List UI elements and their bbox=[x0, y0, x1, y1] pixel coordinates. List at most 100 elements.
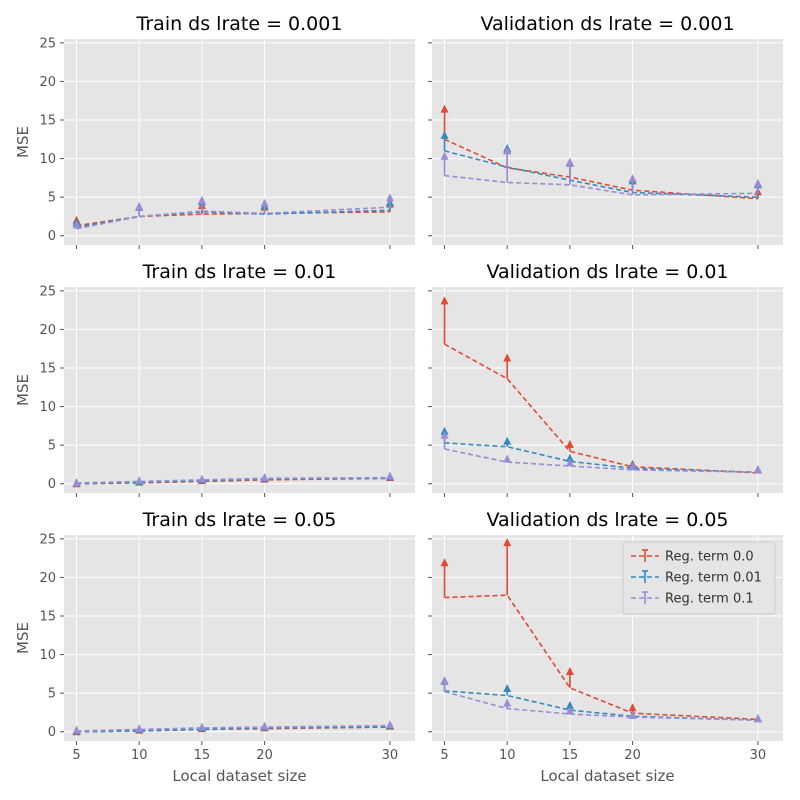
error-bar-cap bbox=[72, 725, 81, 734]
panel-title: Train ds lrate = 0.05 bbox=[142, 509, 337, 531]
series-line bbox=[444, 594, 758, 721]
error-bar-cap bbox=[260, 721, 269, 730]
x-tick-label: 20 bbox=[256, 748, 273, 763]
error-bar-cap bbox=[565, 706, 574, 715]
plot-area bbox=[432, 39, 783, 245]
error-bar-cap bbox=[628, 710, 637, 719]
error-bar-cap bbox=[385, 471, 394, 480]
y-tick-label: 10 bbox=[39, 648, 56, 663]
chart-panel: 5 10 15 20 30 0 5 10 15 20 25 Train ds lrate = 0.05… bbox=[14, 509, 415, 785]
series-line bbox=[76, 206, 390, 230]
y-tick-label: 0 bbox=[48, 229, 56, 244]
y-axis-label: MSE bbox=[14, 374, 32, 406]
error-bar-cap bbox=[503, 353, 512, 362]
x-tick-label: 5 bbox=[72, 748, 80, 763]
y-tick-label: 15 bbox=[39, 610, 56, 625]
chart-panel: 0 5 10 15 20 25 Train ds lrate = 0.01 MSE bbox=[14, 261, 415, 497]
legend-entry-label: Reg. term 0.01 bbox=[665, 571, 762, 586]
error-bar-cap bbox=[440, 104, 449, 113]
series bbox=[440, 677, 762, 723]
y-tick-label: 10 bbox=[39, 152, 56, 167]
error-bar-cap bbox=[260, 198, 269, 207]
y-tick-label: 25 bbox=[39, 36, 56, 51]
error-bar-cap bbox=[565, 700, 574, 709]
error-bar-cap bbox=[503, 698, 512, 707]
error-bar-cap bbox=[197, 722, 206, 731]
series bbox=[72, 471, 394, 487]
y-tick-label: 15 bbox=[39, 114, 56, 129]
plot-area bbox=[64, 535, 415, 741]
error-bar-cap bbox=[565, 439, 574, 448]
panel-title: Validation ds lrate = 0.05 bbox=[486, 509, 728, 531]
y-tick-label: 0 bbox=[48, 725, 56, 740]
y-tick-label: 15 bbox=[39, 362, 56, 377]
error-bar-cap bbox=[385, 720, 394, 729]
y-tick-label: 25 bbox=[39, 532, 56, 547]
series-line bbox=[76, 476, 390, 484]
legend-frame bbox=[622, 541, 776, 615]
error-bar-cap bbox=[440, 677, 449, 686]
error-bar-cap bbox=[753, 178, 762, 187]
error-bar-cap bbox=[440, 296, 449, 305]
error-bar-cap bbox=[628, 462, 637, 471]
series bbox=[440, 146, 762, 196]
series-line bbox=[444, 174, 758, 196]
error-bar-cap bbox=[440, 130, 449, 139]
panel-title: Train ds lrate = 0.01 bbox=[142, 261, 337, 283]
x-tick-label: 15 bbox=[562, 748, 579, 763]
plot-area bbox=[432, 287, 783, 493]
legend: Reg. term 0.0 Reg. term 0.01 Reg. term 0.1 bbox=[622, 541, 776, 615]
error-bar-cap bbox=[503, 454, 512, 463]
error-bar-cap bbox=[440, 558, 449, 567]
series-line bbox=[76, 724, 390, 732]
error-bar-cap bbox=[503, 683, 512, 692]
panel-title: Validation ds lrate = 0.01 bbox=[486, 261, 728, 283]
x-tick-label: 10 bbox=[131, 748, 148, 763]
x-tick-label: 5 bbox=[440, 748, 448, 763]
error-bar-cap bbox=[565, 157, 574, 166]
y-tick-label: 5 bbox=[48, 439, 56, 454]
series-line bbox=[76, 726, 390, 733]
legend-entry-label: Reg. term 0.1 bbox=[665, 592, 754, 607]
x-axis-label: Local dataset size bbox=[172, 767, 306, 785]
error-bar-cap bbox=[503, 146, 512, 155]
x-tick-label: 10 bbox=[499, 748, 516, 763]
error-bar-cap bbox=[753, 714, 762, 723]
legend-entry-label: Reg. term 0.0 bbox=[665, 550, 754, 565]
error-bar-cap bbox=[628, 703, 637, 712]
error-bar-cap bbox=[260, 473, 269, 482]
chart-panel: 0 5 10 15 20 25 Train ds lrate = 0.001 MSE bbox=[14, 13, 415, 249]
error-bar-cap bbox=[72, 220, 81, 229]
chart-panel: 5 10 15 20 30 Validation ds lrate = 0.05 Local… bbox=[428, 509, 783, 785]
error-bar-cap bbox=[440, 430, 449, 439]
series bbox=[72, 720, 394, 734]
y-tick-label: 20 bbox=[39, 323, 56, 338]
error-bar-cap bbox=[753, 465, 762, 474]
error-bar-cap bbox=[197, 474, 206, 483]
x-tick-label: 20 bbox=[624, 748, 641, 763]
error-bar-cap bbox=[440, 151, 449, 160]
y-tick-label: 10 bbox=[39, 400, 56, 415]
y-tick-label: 5 bbox=[48, 687, 56, 702]
y-tick-label: 0 bbox=[48, 477, 56, 492]
error-bar-cap bbox=[72, 478, 81, 487]
panel-title: Validation ds lrate = 0.001 bbox=[480, 13, 734, 35]
error-bar-cap bbox=[385, 193, 394, 202]
series-line bbox=[444, 690, 758, 721]
series bbox=[440, 430, 762, 474]
error-bar-cap bbox=[565, 667, 574, 676]
series bbox=[72, 193, 394, 230]
x-tick-label: 30 bbox=[750, 748, 767, 763]
error-bar-cap bbox=[135, 201, 144, 210]
chart-panel: Validation ds lrate = 0.01 bbox=[428, 261, 783, 497]
plot-area bbox=[64, 287, 415, 493]
error-bar-cap bbox=[503, 436, 512, 445]
error-bar-cap bbox=[135, 724, 144, 733]
error-bar-cap bbox=[135, 476, 144, 485]
series-line bbox=[444, 448, 758, 473]
y-tick-label: 25 bbox=[39, 284, 56, 299]
error-bar-cap bbox=[628, 174, 637, 183]
y-axis-label: MSE bbox=[14, 126, 32, 158]
error-bar-cap bbox=[565, 453, 574, 462]
